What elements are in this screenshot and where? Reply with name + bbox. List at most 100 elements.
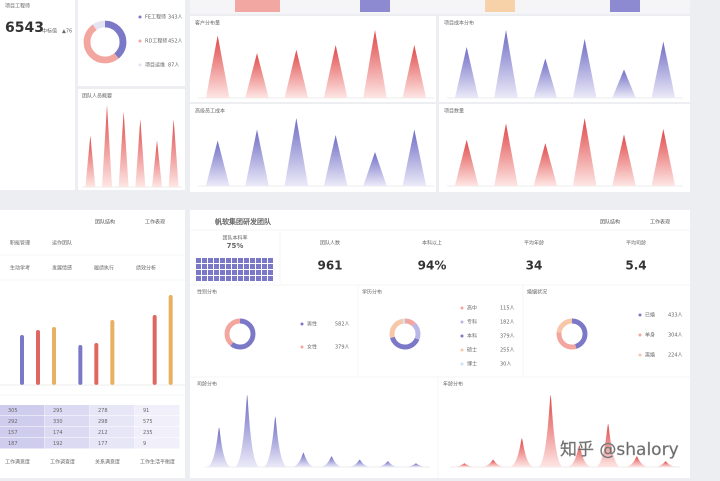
spike <box>652 461 679 467</box>
spike <box>284 118 309 186</box>
waffle-cell <box>196 258 201 263</box>
card-title: 项目工程师 <box>5 3 30 10</box>
donut-segment <box>556 318 588 350</box>
spike <box>363 152 387 186</box>
legend-name: 项目运维 <box>145 62 165 69</box>
spike <box>318 456 345 467</box>
table-value: 235 <box>143 430 153 436</box>
legend-swatch <box>460 362 464 366</box>
waffle-cell <box>244 276 249 281</box>
waffle-cell <box>268 270 273 275</box>
legend-swatch <box>138 39 142 43</box>
kpi-value: 6543 <box>5 20 44 36</box>
legend-swatch <box>138 15 142 19</box>
footer-label: 工作满意度 <box>5 459 30 466</box>
waffle-cell <box>238 264 243 269</box>
waffle-cell <box>196 276 201 281</box>
filter[interactable]: 发展情感 <box>52 265 72 272</box>
waffle-cell <box>232 258 237 263</box>
waffle-cell <box>232 276 237 281</box>
legend-swatch <box>300 322 304 326</box>
footer-label: 工作生活平衡度 <box>140 459 175 466</box>
footer-label: 工作调查度 <box>50 459 75 466</box>
waffle-cell <box>208 258 213 263</box>
spike <box>572 118 597 186</box>
table-cell <box>45 416 90 427</box>
legend-swatch <box>460 320 464 324</box>
donut-segment <box>389 318 421 350</box>
kpi-value: 94% <box>418 259 447 273</box>
table-cell <box>135 416 180 427</box>
filter[interactable]: 生动学考 <box>10 265 30 272</box>
donut-segment <box>389 318 421 350</box>
table-cell <box>0 427 45 438</box>
tab[interactable]: 工作表现 <box>650 219 670 226</box>
spike <box>402 44 427 98</box>
panel-title: 性别分布 <box>197 289 217 296</box>
spike <box>290 452 317 467</box>
table-cell <box>45 438 90 449</box>
legend-name: 女性 <box>307 344 317 351</box>
kpi-value: 5.4 <box>625 259 646 273</box>
table-value: 187 <box>8 441 18 447</box>
spike <box>651 41 676 98</box>
legend-value: 433人 <box>668 313 683 319</box>
table-cell <box>0 438 45 449</box>
spike <box>245 129 269 186</box>
legend-name: 已婚 <box>645 312 655 319</box>
bar <box>36 330 40 385</box>
tab[interactable]: 团队结构 <box>95 219 115 226</box>
table-value: 278 <box>98 408 108 414</box>
waffle-cell <box>256 270 261 275</box>
bar <box>20 335 24 385</box>
legend-name: 博士 <box>467 361 477 368</box>
waffle-cell <box>214 270 219 275</box>
watermark: 知乎 @shalory <box>560 440 679 460</box>
table-cell <box>90 427 135 438</box>
filter[interactable]: 履绩执行 <box>94 265 114 272</box>
table-value: 292 <box>8 419 18 425</box>
chart-title: 客户分布量 <box>195 20 220 27</box>
table-cell <box>0 416 45 427</box>
waffle-cell <box>256 276 261 281</box>
waffle-cell <box>268 258 273 263</box>
spike <box>533 143 558 186</box>
waffle-cell <box>256 264 261 269</box>
spike <box>480 459 507 467</box>
subtab[interactable]: 运作团队 <box>52 240 72 247</box>
team-title: 帆软集团研发团队 <box>215 217 272 226</box>
spike <box>118 111 129 187</box>
spike <box>323 44 348 98</box>
waffle-cell <box>202 258 207 263</box>
spike <box>494 123 518 186</box>
legend-value: 115人 <box>500 306 515 312</box>
bar <box>78 345 83 385</box>
legend-value: 343人 <box>168 15 183 21</box>
dividers <box>0 229 690 478</box>
kpi-note: 中标值 <box>42 28 57 35</box>
waffle-cell <box>232 264 237 269</box>
legend-value: 30人 <box>500 362 511 368</box>
waffle-cell <box>256 258 261 263</box>
waffle-cell <box>208 276 213 281</box>
table-value: 295 <box>53 408 63 414</box>
table-value: 91 <box>143 408 149 414</box>
waffle-cell <box>208 264 213 269</box>
table-value: 575 <box>143 419 153 425</box>
table-value: 157 <box>8 430 18 436</box>
spike <box>533 58 558 98</box>
table-value: 330 <box>53 419 63 425</box>
subtab[interactable]: 职能管理 <box>10 240 30 247</box>
chart-title: 高级员工成本 <box>195 108 225 115</box>
kpi-label: 平均年龄 <box>524 240 544 247</box>
rate-label: 团队本科率 <box>222 235 247 242</box>
waffle-cell <box>250 258 255 263</box>
tab[interactable]: 团队结构 <box>600 219 620 226</box>
waffle-cell <box>202 270 207 275</box>
legend-swatch <box>138 63 142 67</box>
filter[interactable]: 绩效分析 <box>136 265 156 272</box>
waffle-cell <box>238 276 243 281</box>
table-value: 192 <box>53 441 63 447</box>
tab[interactable]: 工作表现 <box>145 219 165 226</box>
legend-value: 379人 <box>335 345 350 351</box>
